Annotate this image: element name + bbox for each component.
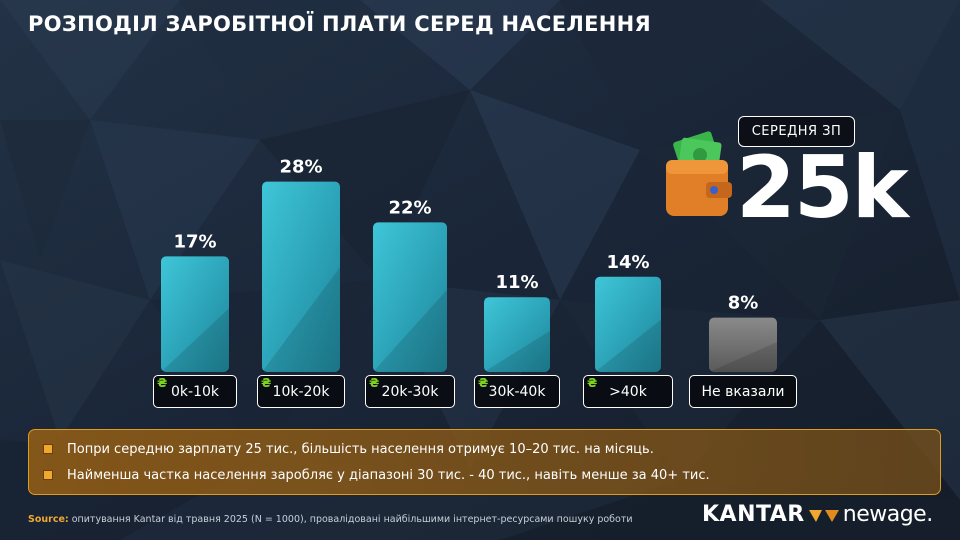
bar-value-label: 22% bbox=[388, 197, 431, 218]
bar-value-label: 14% bbox=[606, 252, 649, 273]
insight-item: Попри середню зарплату 25 тис., більшіст… bbox=[43, 436, 926, 462]
bar bbox=[161, 256, 229, 372]
hryvnia-icon: ₴ bbox=[261, 376, 272, 390]
bar bbox=[373, 222, 447, 372]
source-note: Source: опитування Kantar від травня 202… bbox=[28, 514, 633, 525]
category-label: ₴ 20k-30k bbox=[365, 375, 455, 408]
hryvnia-icon: ₴ bbox=[587, 376, 598, 390]
average-salary-value: 25k bbox=[736, 138, 909, 238]
insight-item: Найменша частка населення заробляє у діа… bbox=[43, 462, 926, 488]
logo-mark-icon bbox=[808, 509, 839, 522]
category-label: ₴ 0k-10k bbox=[153, 375, 237, 408]
bar-facet bbox=[262, 267, 340, 372]
hryvnia-icon: ₴ bbox=[157, 376, 168, 390]
bar-facet bbox=[373, 289, 447, 372]
bar-facet bbox=[161, 308, 229, 372]
bar bbox=[595, 276, 661, 372]
bar-value-label: 28% bbox=[279, 157, 322, 178]
bar-facet bbox=[709, 342, 777, 372]
bar-value-label: 17% bbox=[173, 231, 216, 252]
average-salary-label: СЕРЕДНЯ ЗП bbox=[738, 116, 855, 147]
bullet-icon bbox=[43, 470, 53, 480]
brand-logo: KANTAR newage. bbox=[702, 502, 933, 527]
category-label: ₴ 30k-40k bbox=[474, 375, 560, 408]
logo-newage: newage. bbox=[842, 502, 933, 527]
bar-value-label: 8% bbox=[728, 293, 759, 314]
category-label: ₴ 10k-20k bbox=[257, 375, 345, 408]
category-label: ₴ >40k bbox=[583, 375, 673, 408]
source-text: опитування Kantar від травня 2025 (N = 1… bbox=[71, 514, 633, 525]
source-label: Source: bbox=[28, 514, 69, 525]
insight-text: Найменша частка населення заробляє у діа… bbox=[67, 467, 710, 483]
logo-kantar: KANTAR bbox=[702, 502, 805, 527]
category-text: >40k bbox=[609, 383, 647, 400]
bullet-icon bbox=[43, 444, 53, 454]
insights-box: Попри середню зарплату 25 тис., більшіст… bbox=[28, 429, 941, 495]
bar-facet bbox=[595, 319, 661, 372]
bar bbox=[262, 181, 340, 372]
category-text: 10k-20k bbox=[272, 383, 330, 400]
hryvnia-icon: ₴ bbox=[478, 376, 489, 390]
category-text: 30k-40k bbox=[488, 383, 546, 400]
category-label: Не вказали bbox=[689, 375, 797, 408]
hryvnia-icon: ₴ bbox=[369, 376, 380, 390]
bar bbox=[709, 317, 777, 372]
category-text: 20k-30k bbox=[381, 383, 439, 400]
bar bbox=[484, 297, 550, 372]
page-title: РОЗПОДІЛ ЗАРОБІТНОЇ ПЛАТИ СЕРЕД НАСЕЛЕНН… bbox=[28, 12, 651, 36]
bar-facet bbox=[484, 330, 550, 372]
category-text: 0k-10k bbox=[171, 383, 219, 400]
bar-value-label: 11% bbox=[495, 272, 538, 293]
insight-text: Попри середню зарплату 25 тис., більшіст… bbox=[67, 441, 654, 457]
wallet-icon bbox=[666, 131, 732, 216]
category-text: Не вказали bbox=[701, 383, 785, 400]
